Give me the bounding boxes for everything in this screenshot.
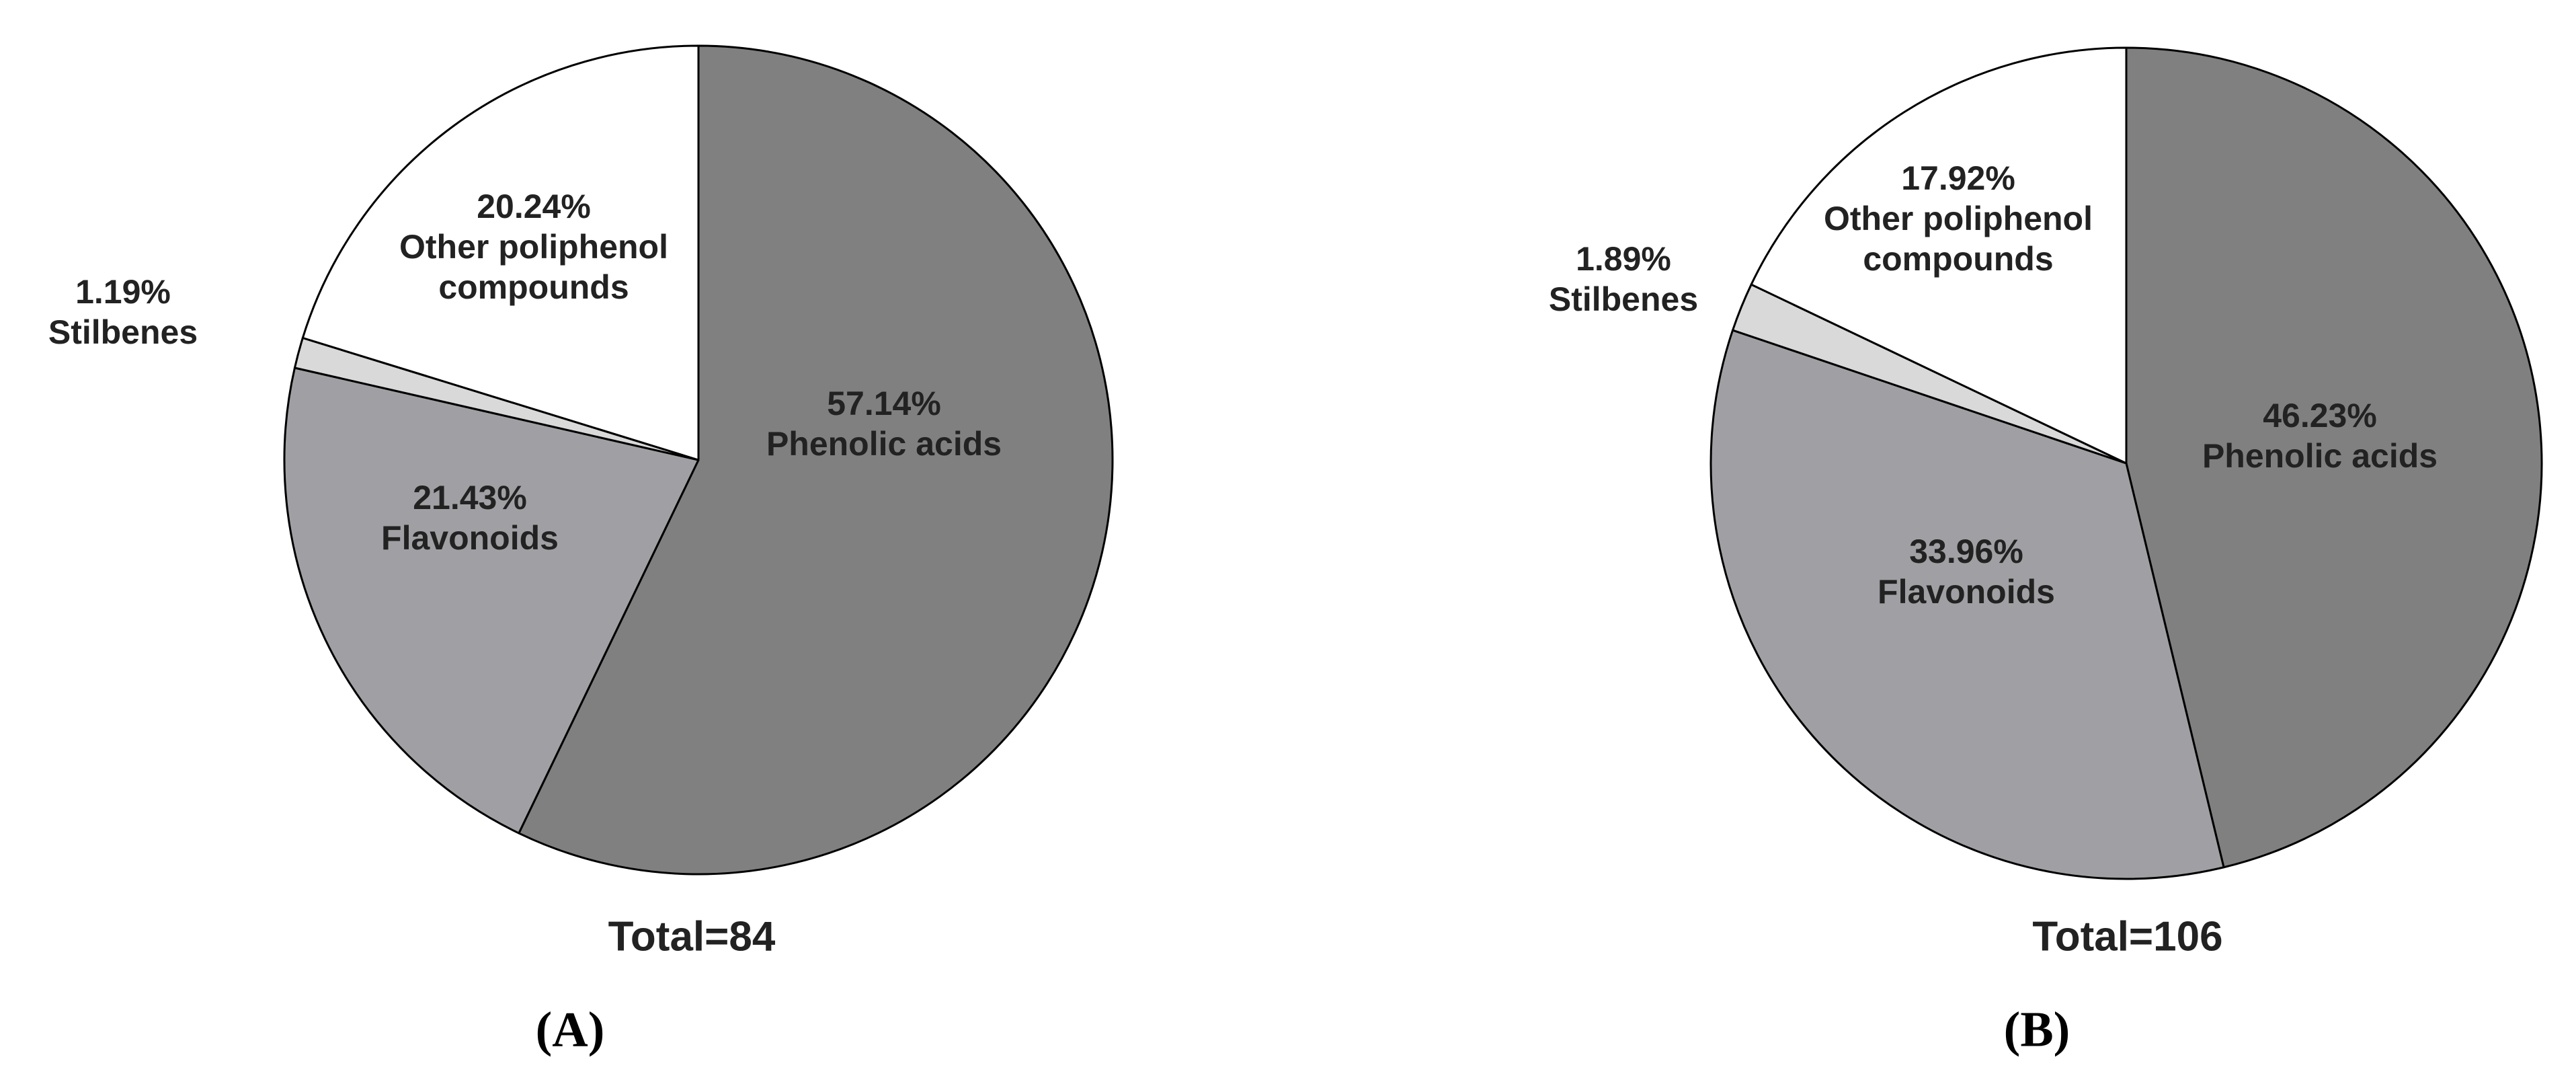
panel-caption: (A) bbox=[535, 1002, 605, 1058]
value-label: 33.96% bbox=[1909, 533, 2023, 570]
pie-slice bbox=[518, 44, 1114, 876]
slice-label: 1.89% Stilbenes bbox=[1523, 239, 1724, 319]
category-label: Other poliphenol compounds bbox=[1824, 200, 2093, 278]
slice-label: 17.92% Other poliphenol compounds bbox=[1783, 158, 2133, 279]
slice-label: 1.19% Stilbenes bbox=[22, 272, 224, 352]
slice-label: 21.43% Flavonoids bbox=[335, 477, 604, 558]
category-label: Flavonoids bbox=[1878, 573, 2055, 611]
pie-slice bbox=[2125, 46, 2543, 869]
category-label: Phenolic acids bbox=[766, 425, 1002, 463]
value-label: 1.19% bbox=[75, 273, 171, 311]
slice-label: 33.96% Flavonoids bbox=[1832, 531, 2101, 612]
category-label: Other poliphenol compounds bbox=[399, 228, 668, 306]
pie-slice bbox=[1750, 46, 2128, 465]
category-label: Phenolic acids bbox=[2202, 437, 2438, 475]
pie-slice bbox=[301, 44, 700, 461]
category-label: Stilbenes bbox=[48, 313, 198, 351]
value-label: 46.23% bbox=[2263, 397, 2377, 434]
total-label: Total=84 bbox=[608, 913, 776, 960]
value-label: 20.24% bbox=[477, 188, 591, 225]
value-label: 17.92% bbox=[1901, 159, 2015, 197]
pie-slice bbox=[1709, 329, 2225, 880]
slice-label: 46.23% Phenolic acids bbox=[2152, 395, 2488, 476]
slice-label: 20.24% Other poliphenol compounds bbox=[359, 186, 709, 307]
category-label: Stilbenes bbox=[1548, 280, 1699, 318]
panel-caption: (B) bbox=[2003, 1002, 2070, 1058]
value-label: 57.14% bbox=[827, 385, 941, 422]
slice-label: 57.14% Phenolic acids bbox=[716, 383, 1052, 464]
pie-slice bbox=[283, 366, 700, 835]
total-label: Total=106 bbox=[2032, 913, 2223, 960]
value-label: 21.43% bbox=[413, 479, 527, 516]
value-label: 1.89% bbox=[1576, 240, 1671, 278]
category-label: Flavonoids bbox=[381, 519, 559, 557]
